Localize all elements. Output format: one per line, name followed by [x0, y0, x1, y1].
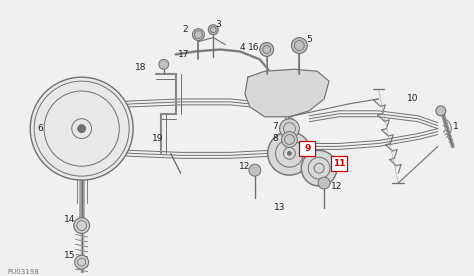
- Text: 12: 12: [239, 162, 251, 171]
- Text: 7: 7: [273, 122, 278, 131]
- Text: 15: 15: [64, 251, 75, 260]
- Circle shape: [301, 150, 337, 186]
- Circle shape: [75, 255, 89, 269]
- Text: 2: 2: [183, 25, 188, 34]
- Polygon shape: [245, 69, 329, 117]
- Circle shape: [208, 25, 218, 34]
- Text: 11: 11: [333, 159, 345, 168]
- Circle shape: [192, 29, 204, 41]
- Text: 19: 19: [152, 134, 164, 143]
- Text: 13: 13: [274, 203, 285, 212]
- Circle shape: [159, 59, 169, 69]
- Text: 4: 4: [239, 43, 245, 52]
- Text: 17: 17: [178, 50, 189, 59]
- Circle shape: [260, 43, 273, 56]
- Circle shape: [436, 106, 446, 116]
- Text: 5: 5: [306, 35, 312, 44]
- Circle shape: [268, 132, 311, 175]
- Circle shape: [287, 151, 292, 155]
- Text: 10: 10: [407, 94, 419, 104]
- Text: 6: 6: [37, 124, 43, 133]
- Text: 3: 3: [215, 20, 221, 29]
- Text: 1: 1: [453, 122, 458, 131]
- Circle shape: [282, 132, 297, 147]
- Circle shape: [74, 218, 90, 233]
- Text: 14: 14: [64, 215, 75, 224]
- Text: 18: 18: [135, 63, 147, 72]
- Text: 9: 9: [304, 144, 310, 153]
- Circle shape: [78, 125, 86, 132]
- Circle shape: [30, 77, 133, 180]
- Circle shape: [292, 38, 307, 54]
- Text: 16: 16: [248, 43, 260, 52]
- FancyBboxPatch shape: [300, 141, 315, 156]
- Circle shape: [318, 177, 330, 189]
- Circle shape: [280, 119, 300, 139]
- Text: 12: 12: [331, 182, 343, 190]
- Circle shape: [249, 164, 261, 176]
- FancyBboxPatch shape: [331, 156, 347, 171]
- Text: PU03198: PU03198: [8, 269, 39, 275]
- Text: 8: 8: [273, 134, 278, 143]
